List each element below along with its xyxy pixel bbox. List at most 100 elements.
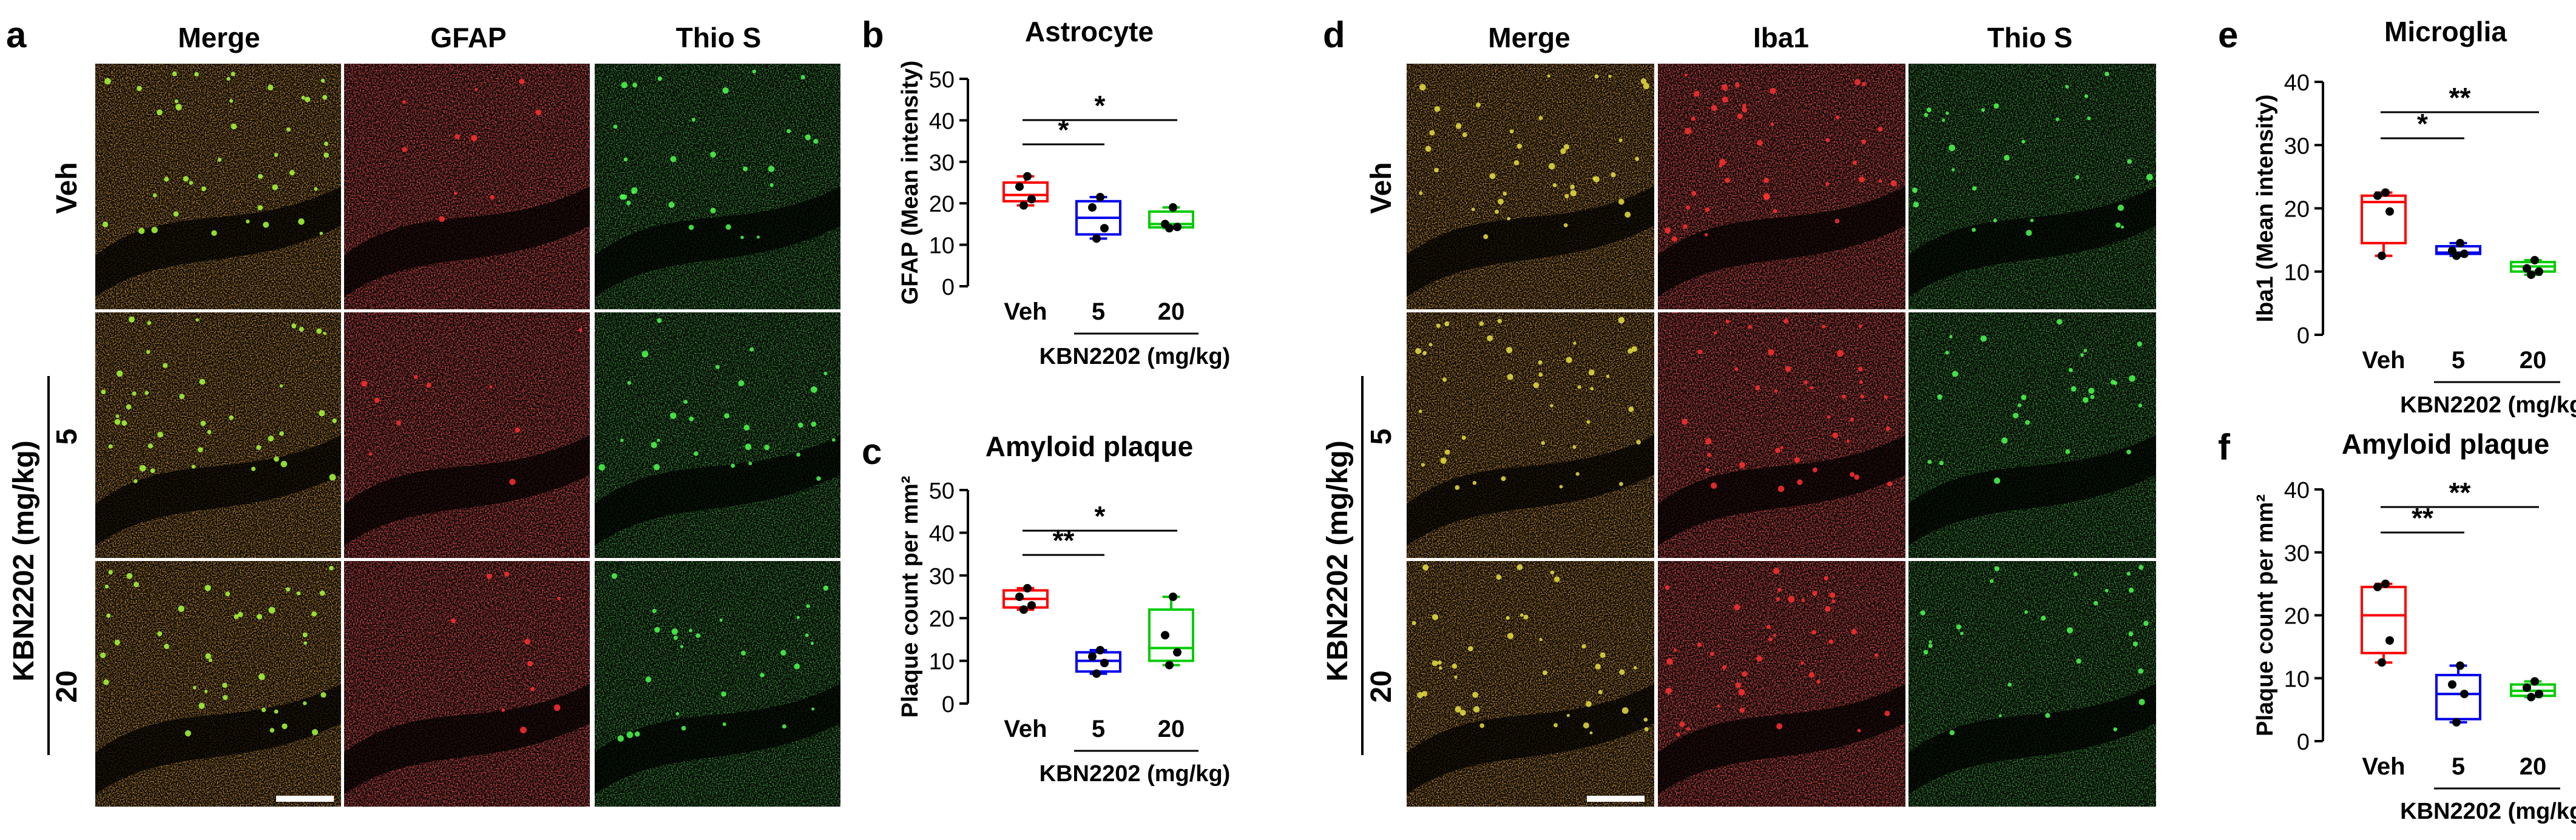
row-label-20-left: 20 — [51, 670, 83, 702]
data-point — [1092, 669, 1101, 678]
y-tick-label: 0 — [2297, 323, 2310, 349]
panel-letter-e: e — [2218, 15, 2238, 55]
y-tick-label: 30 — [2284, 541, 2310, 566]
panel-letter-d: d — [1323, 15, 1345, 55]
significance-label: ** — [2449, 477, 2471, 508]
column-header-merge-right: Merge — [1488, 22, 1570, 53]
micrograph-right-merge-veh — [1407, 64, 1654, 309]
data-point — [1161, 220, 1169, 229]
chart-title: Amyloid plaque — [985, 431, 1193, 462]
y-tick-label: 50 — [929, 67, 955, 93]
panel-letter-c: c — [862, 431, 882, 472]
x-group-label: KBN2202 (mg/kg) — [2400, 392, 2576, 418]
box-20 — [1148, 593, 1194, 670]
data-point — [2378, 658, 2386, 667]
micrograph-right-merge-20 — [1407, 561, 1654, 807]
data-point — [1023, 172, 1032, 181]
box-iqr — [1148, 608, 1194, 662]
significance-label: * — [1058, 114, 1069, 146]
data-point — [2381, 188, 2390, 197]
panel-letter-f: f — [2218, 427, 2231, 468]
micrograph-left-thios-veh — [595, 64, 840, 309]
significance-label: * — [1095, 500, 1106, 532]
box-20 — [2510, 677, 2556, 702]
box-iqr — [1002, 181, 1049, 203]
data-point — [2448, 680, 2456, 689]
data-point — [2460, 249, 2469, 258]
scale-bar-left — [276, 796, 334, 802]
micrograph-left-thios-20 — [595, 561, 840, 807]
data-point — [2448, 246, 2456, 255]
y-tick-label: 20 — [2284, 197, 2310, 223]
y-tick-label: 40 — [929, 109, 955, 134]
data-point — [2452, 717, 2461, 727]
y-axis-label: Plaque count per mm² — [898, 475, 923, 717]
data-point — [2527, 270, 2535, 279]
x-tick-label: Veh — [2362, 347, 2405, 374]
data-point — [2373, 582, 2382, 591]
x-tick-label: 5 — [2452, 753, 2465, 780]
y-tick-label: 20 — [929, 192, 955, 217]
x-tick-label: 5 — [1092, 298, 1105, 325]
chart-title: Amyloid plaque — [2342, 428, 2549, 460]
y-tick-label: 10 — [2284, 667, 2310, 692]
row-label-group-right: KBN2202 (mg/kg) — [1322, 440, 1354, 681]
y-tick-label: 20 — [2284, 604, 2310, 630]
scale-bar-right — [1587, 796, 1645, 802]
data-point — [2523, 683, 2531, 692]
data-point — [1023, 583, 1032, 593]
y-tick-label: 40 — [929, 521, 955, 546]
x-tick-label: Veh — [1004, 298, 1047, 325]
data-point — [1088, 203, 1097, 212]
chart-title: Microglia — [2384, 16, 2507, 47]
micrograph-left-merge-5 — [95, 312, 341, 558]
data-point — [1100, 659, 1109, 668]
data-point — [2535, 690, 2543, 699]
micrograph-left-merge-20 — [95, 561, 341, 807]
data-point — [2535, 267, 2543, 276]
box-Veh — [1002, 172, 1049, 210]
column-header-iba1: Iba1 — [1753, 22, 1809, 53]
box-iqr — [2435, 674, 2481, 721]
data-point — [2378, 251, 2386, 260]
data-point — [2381, 579, 2390, 588]
y-tick-label: 10 — [929, 234, 955, 259]
data-point — [2523, 264, 2531, 273]
box-5 — [2435, 661, 2481, 727]
data-point — [2385, 636, 2394, 645]
box-Veh — [2361, 188, 2407, 260]
x-tick-label: 20 — [1158, 716, 1185, 742]
box-5 — [2435, 238, 2481, 260]
panel-letter-b: b — [862, 15, 884, 55]
y-tick-label: 50 — [929, 479, 955, 504]
micrograph-left-thios-5 — [595, 312, 840, 558]
data-point — [2527, 693, 2535, 702]
y-axis-label: GFAP (Mean intensity) — [898, 61, 923, 305]
y-axis-label: Iba1 (Mean intensity) — [2253, 95, 2278, 323]
x-group-label: KBN2202 (mg/kg) — [1040, 761, 1231, 787]
row-label-group-left: KBN2202 (mg/kg) — [8, 440, 40, 681]
data-point — [1096, 192, 1104, 201]
micrograph-right-merge-5 — [1407, 312, 1654, 558]
significance-label: ** — [1053, 525, 1075, 556]
data-point — [2530, 255, 2539, 264]
y-tick-label: 0 — [2297, 730, 2310, 755]
micrograph-left-gfap-5 — [344, 312, 590, 558]
data-point — [1161, 631, 1169, 640]
column-header-merge-left: Merge — [178, 22, 260, 53]
data-point — [1027, 195, 1036, 204]
row-label-20-right: 20 — [1365, 670, 1398, 702]
micrograph-left-gfap-20 — [344, 561, 590, 807]
significance-label: * — [2417, 108, 2428, 139]
micrograph-left-gfap-veh — [344, 64, 590, 309]
row-label-veh-left: Veh — [51, 162, 83, 213]
micrograph-right-thios-5 — [1908, 312, 2156, 558]
y-axis-label: Plaque count per mm² — [2253, 494, 2278, 736]
y-tick-label: 10 — [2284, 260, 2310, 286]
micrograph-right-thios-20 — [1908, 561, 2156, 807]
x-tick-label: 20 — [1158, 298, 1185, 325]
data-point — [1173, 648, 1182, 657]
